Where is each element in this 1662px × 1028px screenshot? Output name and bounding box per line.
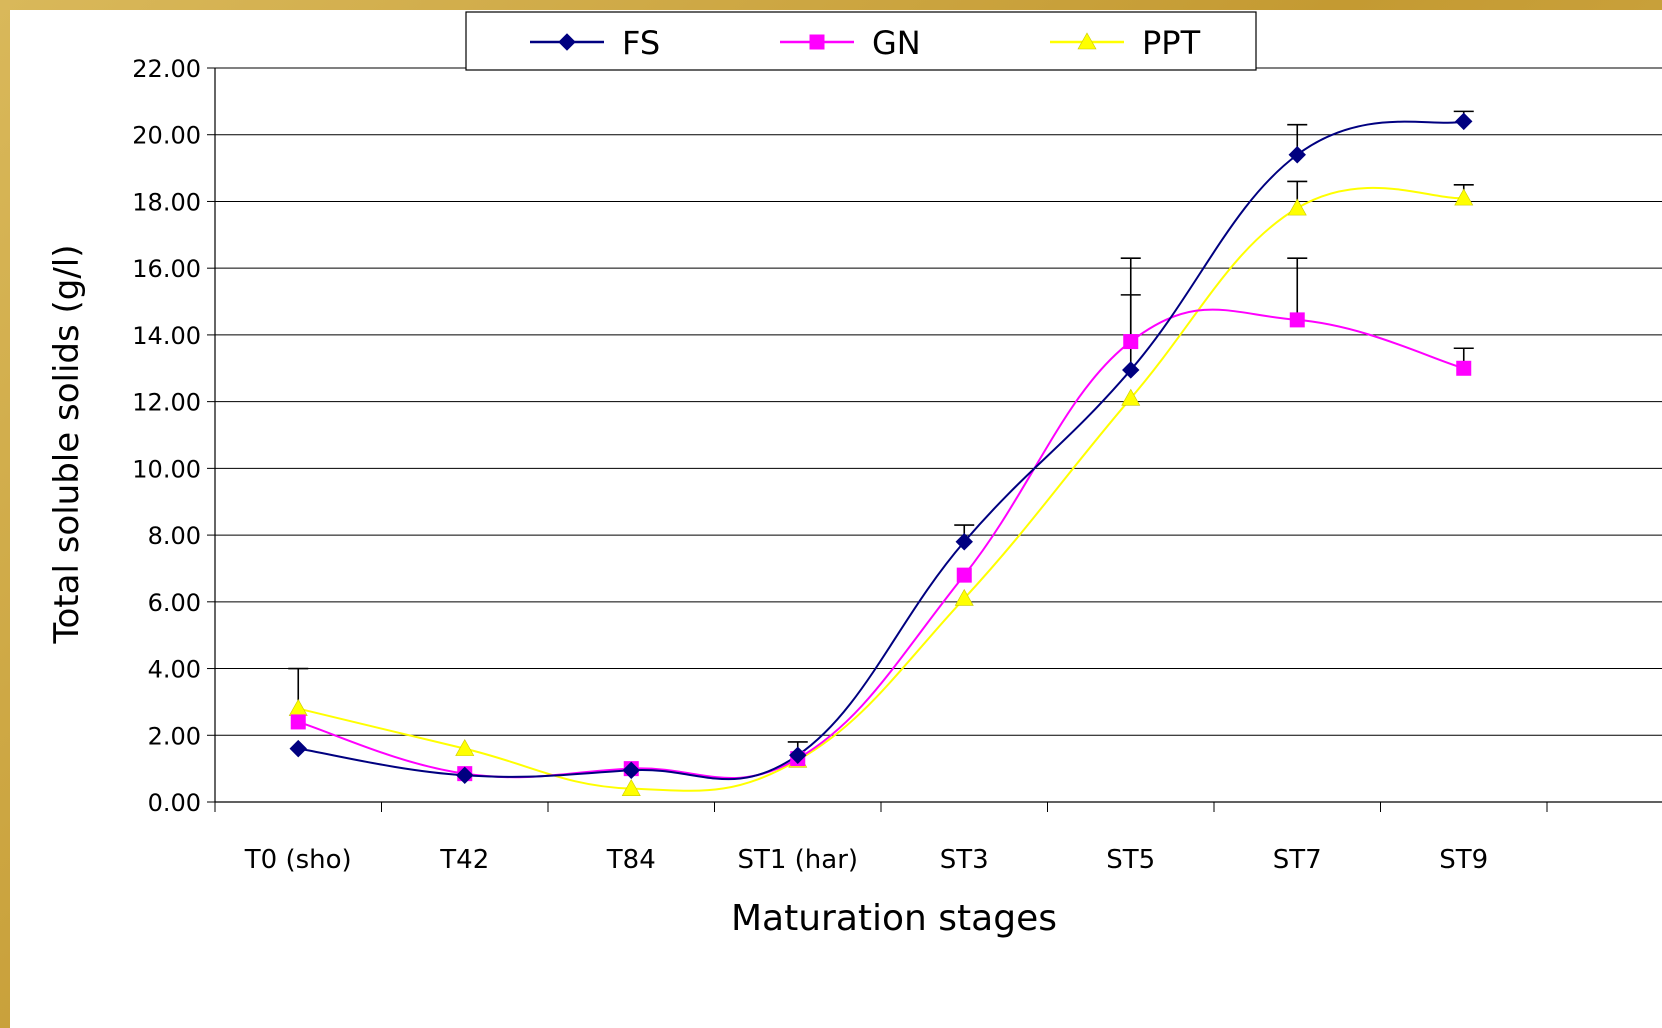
data-point-gn bbox=[290, 714, 306, 730]
y-tick-label: 2.00 bbox=[148, 722, 201, 750]
legend-marker-fs bbox=[558, 33, 576, 51]
axes bbox=[207, 67, 1662, 812]
gridlines bbox=[215, 67, 1662, 736]
y-tick-label: 8.00 bbox=[148, 522, 201, 550]
data-point-ppt bbox=[288, 698, 308, 716]
x-tick-label: ST9 bbox=[1439, 845, 1488, 875]
series-line-ppt bbox=[298, 186, 1464, 792]
y-tick-label: 4.00 bbox=[148, 656, 201, 684]
data-point-ppt bbox=[1121, 388, 1141, 406]
y-tick-label: 16.00 bbox=[132, 255, 201, 283]
line-chart: 0.00 2.00 4.00 6.00 8.00 10.00 12.00 14.00 16.00… bbox=[47, 11, 1662, 939]
x-tick-label: ST1 (har) bbox=[737, 845, 858, 875]
series-markers bbox=[288, 112, 1474, 796]
y-axis-title: Total soluble solids (g/l) bbox=[47, 244, 87, 644]
series-lines bbox=[297, 120, 1465, 792]
data-point-ppt bbox=[1454, 188, 1474, 206]
legend: FS GN PPT bbox=[465, 11, 1257, 71]
y-tick-label: 20.00 bbox=[132, 122, 201, 150]
data-point-ppt bbox=[455, 739, 475, 756]
y-tick-label: 22.00 bbox=[132, 55, 201, 83]
x-axis-title: Maturation stages bbox=[731, 898, 1057, 939]
y-tick-labels: 0.00 2.00 4.00 6.00 8.00 10.00 12.00 14.00 16.00… bbox=[132, 55, 201, 817]
data-point-gn bbox=[956, 567, 972, 583]
data-point-fs bbox=[1455, 112, 1473, 131]
x-tick-label: T0 (sho) bbox=[244, 845, 352, 875]
error-bars bbox=[288, 110, 1474, 756]
legend-label-gn: GN bbox=[872, 24, 921, 62]
series-line-gn bbox=[297, 308, 1465, 779]
x-tick-label: T84 bbox=[606, 845, 656, 875]
y-tick-label: 18.00 bbox=[132, 188, 201, 216]
legend-label-fs: FS bbox=[622, 24, 660, 62]
data-point-fs bbox=[955, 533, 973, 551]
data-point-ppt bbox=[1287, 198, 1307, 216]
data-point-gn bbox=[1123, 334, 1139, 350]
data-point-fs bbox=[456, 766, 474, 785]
legend-label-ppt: PPT bbox=[1142, 24, 1201, 62]
x-tick-label: ST5 bbox=[1106, 845, 1155, 875]
data-point-fs bbox=[789, 746, 807, 764]
data-point-gn bbox=[1456, 360, 1472, 376]
legend-marker-gn bbox=[809, 34, 825, 50]
x-tick-label: T42 bbox=[439, 845, 489, 875]
legend-marker-ppt bbox=[1077, 32, 1097, 50]
y-tick-label: 10.00 bbox=[132, 455, 201, 483]
x-tick-labels: T0 (sho) T42 T84 ST1 (har) ST3 ST5 ST7 ST9 bbox=[244, 845, 1488, 875]
data-point-ppt bbox=[621, 779, 641, 796]
y-tick-label: 14.00 bbox=[132, 322, 201, 350]
data-point-ppt bbox=[954, 588, 974, 606]
y-tick-label: 12.00 bbox=[132, 389, 201, 417]
data-point-gn bbox=[1289, 312, 1305, 328]
x-tick-label: ST7 bbox=[1273, 845, 1322, 875]
series-line-fs bbox=[298, 120, 1464, 781]
y-tick-label: 0.00 bbox=[148, 789, 201, 817]
data-point-fs bbox=[622, 761, 640, 780]
y-tick-label: 6.00 bbox=[148, 589, 201, 617]
data-point-fs bbox=[1122, 361, 1140, 379]
x-tick-label: ST3 bbox=[940, 845, 989, 875]
data-point-fs bbox=[1288, 146, 1306, 164]
chart-area: 0.00 2.00 4.00 6.00 8.00 10.00 12.00 14.00 16.00… bbox=[10, 10, 1662, 1028]
data-point-fs bbox=[289, 739, 307, 758]
